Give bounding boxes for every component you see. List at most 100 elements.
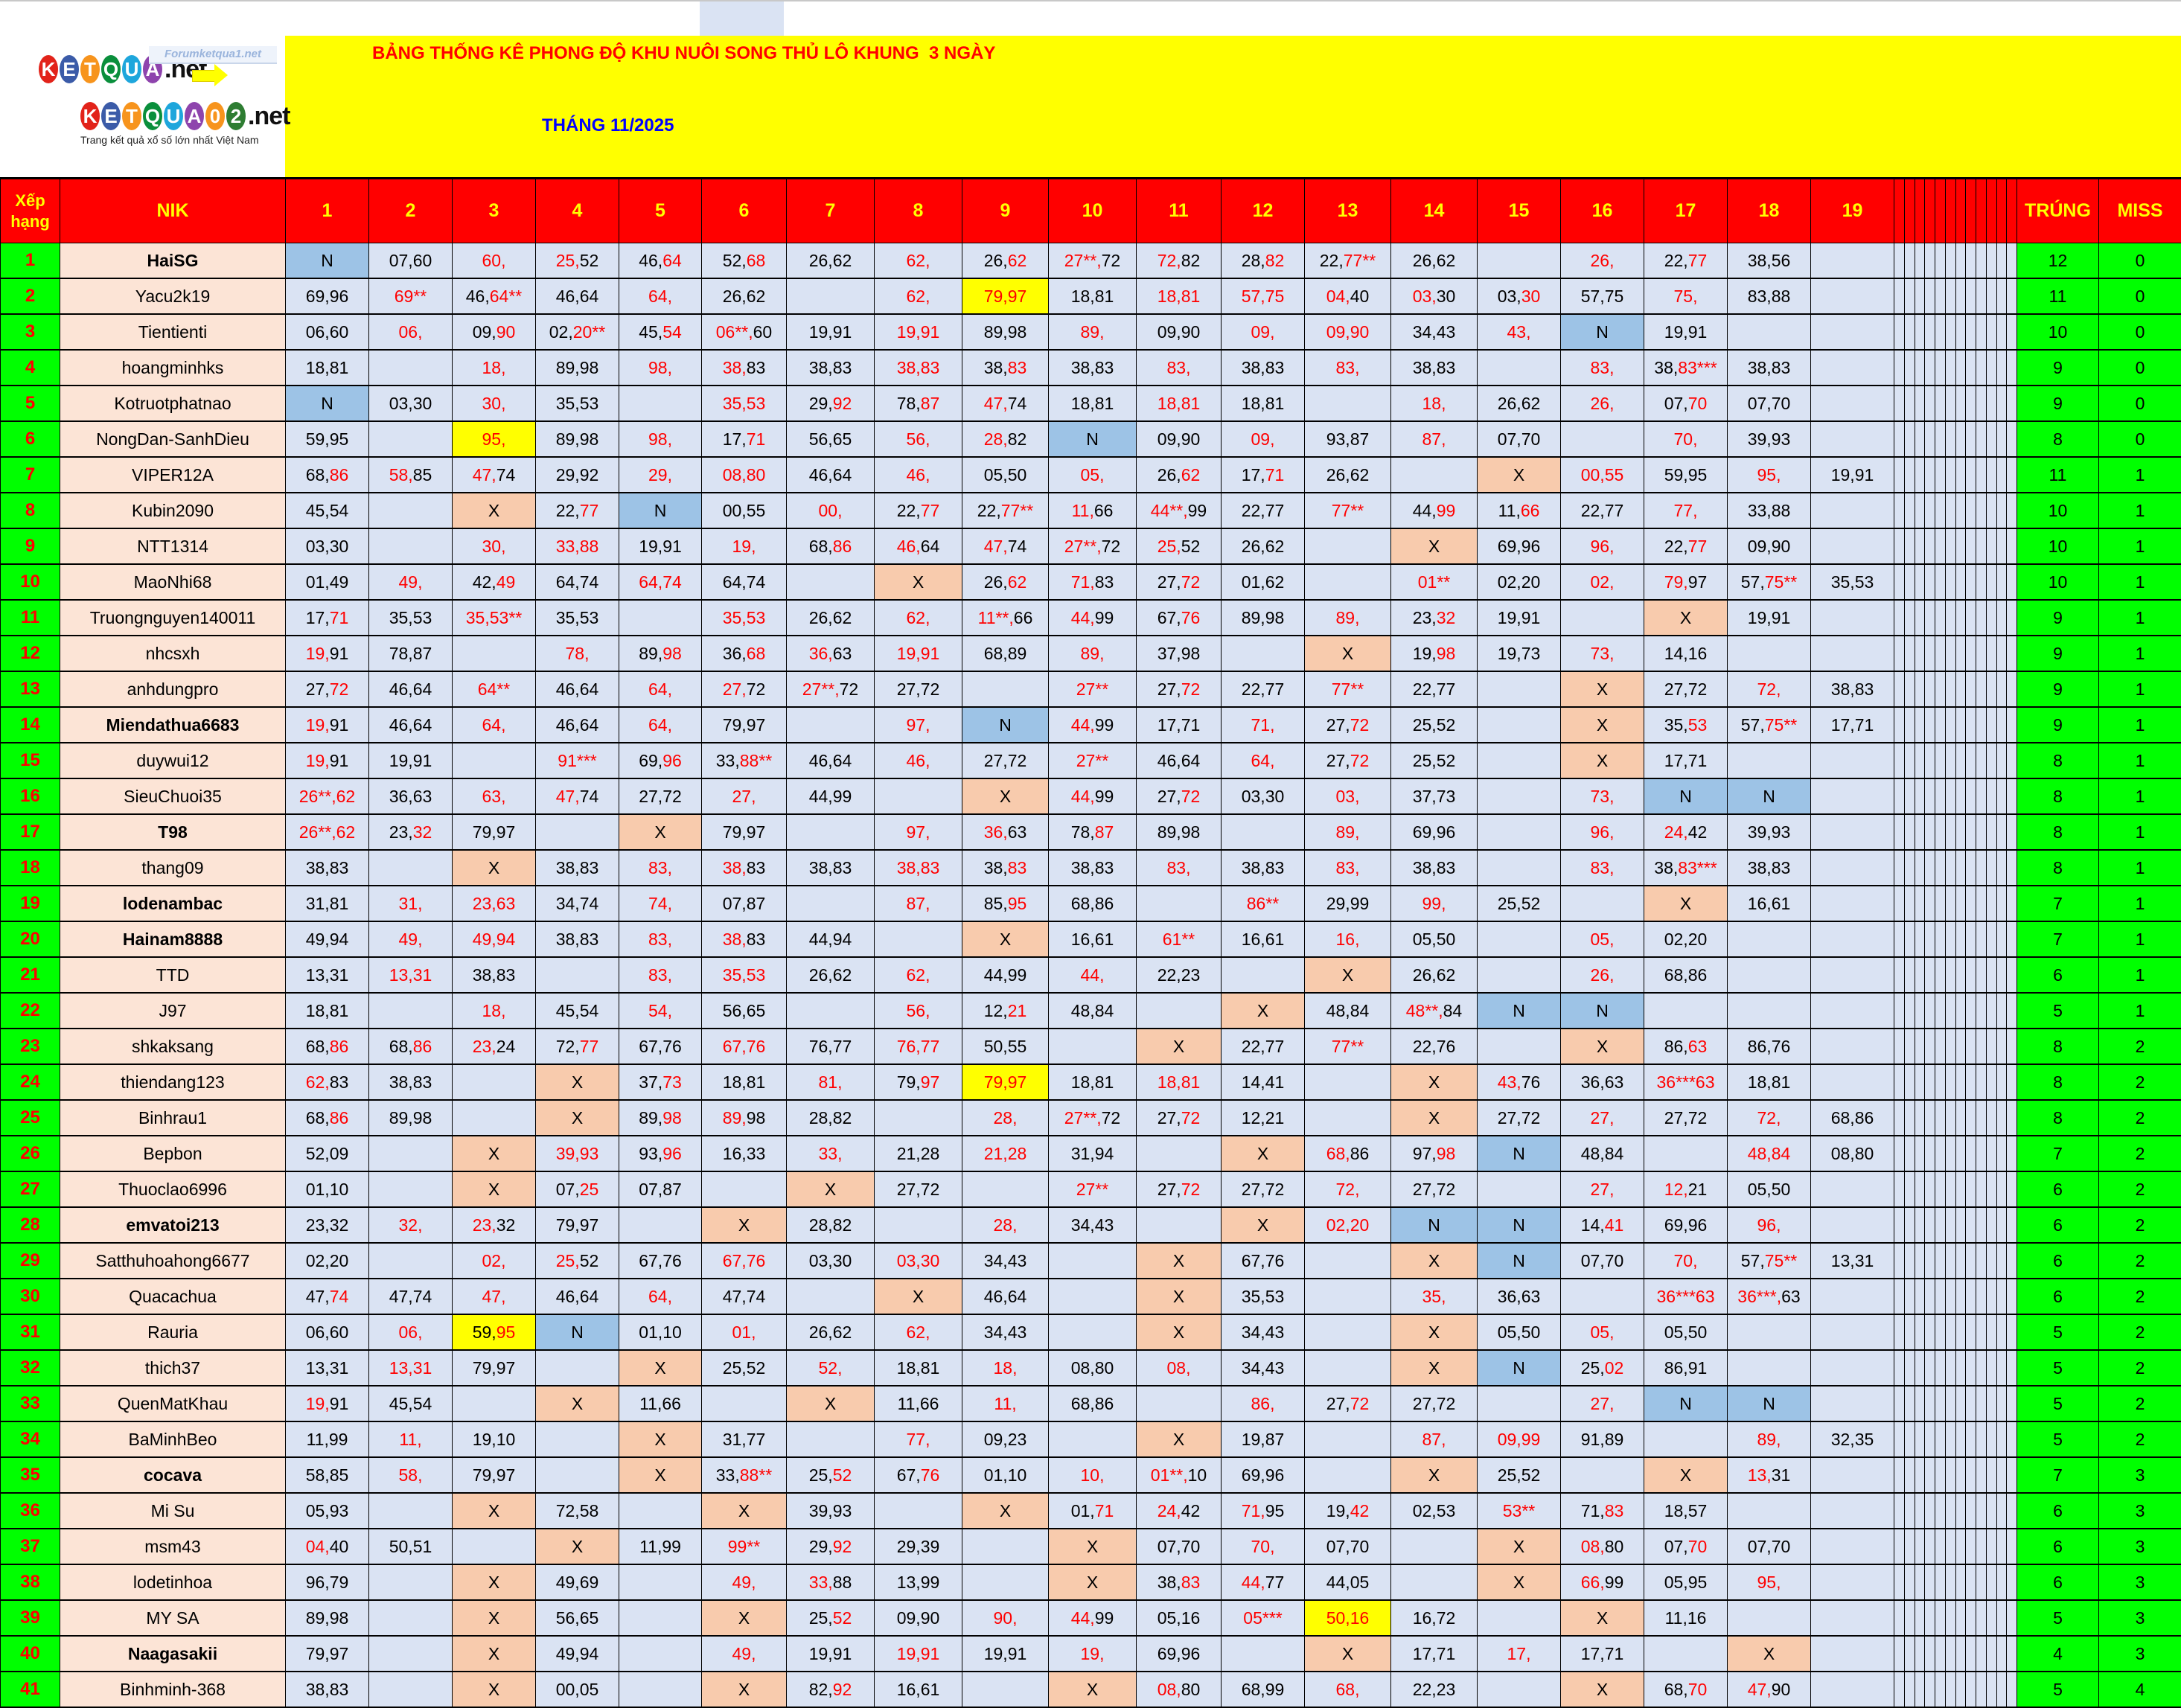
day-cell[interactable]: 68,86 bbox=[286, 457, 369, 493]
day-cell[interactable]: 98, bbox=[619, 350, 702, 386]
day-cell[interactable]: 79,97 bbox=[1644, 564, 1728, 600]
day-cell[interactable]: 38,83 bbox=[1391, 850, 1478, 886]
day-cell[interactable]: 66,99 bbox=[1561, 1564, 1644, 1600]
day-cell[interactable]: 87, bbox=[875, 886, 962, 921]
day-cell[interactable]: 64, bbox=[619, 1279, 702, 1314]
day-cell[interactable]: 44,99 bbox=[1391, 493, 1478, 528]
day-cell[interactable]: X bbox=[1478, 1564, 1561, 1600]
day-cell[interactable]: 79,97 bbox=[962, 278, 1049, 314]
day-cell[interactable]: 58, bbox=[369, 1457, 453, 1493]
day-cell[interactable]: 49, bbox=[702, 1564, 787, 1600]
day-cell[interactable]: 38,83 bbox=[702, 850, 787, 886]
day-cell[interactable]: 22,77** bbox=[1305, 243, 1391, 279]
day-cell[interactable]: X bbox=[1137, 1314, 1222, 1350]
day-cell[interactable] bbox=[787, 278, 875, 314]
nik-cell[interactable]: duywui12 bbox=[60, 743, 286, 778]
day-cell[interactable] bbox=[1222, 1636, 1305, 1672]
day-cell[interactable]: 05,50 bbox=[1478, 1314, 1561, 1350]
nik-cell[interactable]: Truongnguyen140011 bbox=[60, 600, 286, 636]
day-cell[interactable]: 26,62 bbox=[787, 243, 875, 279]
day-cell[interactable]: X bbox=[1137, 1029, 1222, 1064]
day-cell[interactable]: 77** bbox=[1305, 493, 1391, 528]
nik-cell[interactable]: NTT1314 bbox=[60, 528, 286, 564]
day-cell[interactable]: 46,64 bbox=[1137, 743, 1222, 778]
day-cell[interactable]: X bbox=[453, 1493, 536, 1529]
day-cell[interactable]: 39,93 bbox=[1728, 814, 1811, 850]
day-cell[interactable]: 44**,99 bbox=[1137, 493, 1222, 528]
day-cell[interactable]: 27** bbox=[1049, 1171, 1137, 1207]
day-cell[interactable]: 18,81 bbox=[1049, 1064, 1137, 1100]
day-cell[interactable]: 27,72 bbox=[875, 671, 962, 707]
day-cell[interactable]: 36,63 bbox=[1478, 1279, 1561, 1314]
nik-cell[interactable]: HaiSG bbox=[60, 243, 286, 279]
day-cell[interactable]: X bbox=[1391, 1243, 1478, 1279]
day-cell[interactable]: 03,30 bbox=[875, 1243, 962, 1279]
day-cell[interactable]: 64, bbox=[619, 707, 702, 743]
day-cell[interactable]: 89,98 bbox=[1222, 600, 1305, 636]
day-cell[interactable]: 45,54 bbox=[536, 993, 619, 1029]
day-cell[interactable]: 27,72 bbox=[1391, 1171, 1478, 1207]
day-cell[interactable]: 12,21 bbox=[962, 993, 1049, 1029]
day-cell[interactable]: 23,32 bbox=[369, 814, 453, 850]
day-cell[interactable]: 47,74 bbox=[962, 386, 1049, 421]
day-cell[interactable]: 19,91 bbox=[619, 528, 702, 564]
day-cell[interactable]: 38,83 bbox=[875, 350, 962, 386]
day-cell[interactable] bbox=[1478, 957, 1561, 993]
day-cell[interactable]: X bbox=[619, 814, 702, 850]
day-cell[interactable] bbox=[1305, 386, 1391, 421]
day-cell[interactable]: 38,83 bbox=[1391, 350, 1478, 386]
day-cell[interactable]: 27,72 bbox=[1305, 707, 1391, 743]
day-cell[interactable]: N bbox=[1644, 1386, 1728, 1421]
day-cell[interactable]: 79,97 bbox=[702, 814, 787, 850]
day-cell[interactable]: 07,60 bbox=[369, 243, 453, 279]
day-cell[interactable]: 49,94 bbox=[286, 921, 369, 957]
day-cell[interactable]: 38,83 bbox=[1728, 350, 1811, 386]
day-cell[interactable]: 18,81 bbox=[1137, 386, 1222, 421]
selected-column-cell[interactable] bbox=[700, 1, 784, 36]
day-cell[interactable] bbox=[875, 1100, 962, 1136]
day-cell[interactable]: N bbox=[1478, 1243, 1561, 1279]
day-cell[interactable] bbox=[1222, 957, 1305, 993]
day-cell[interactable]: 02,53 bbox=[1391, 1493, 1478, 1529]
day-cell[interactable]: 02, bbox=[1561, 564, 1644, 600]
nik-cell[interactable]: Binhrau1 bbox=[60, 1100, 286, 1136]
day-cell[interactable]: 19,91 bbox=[875, 636, 962, 671]
day-cell[interactable]: 00,55 bbox=[1561, 457, 1644, 493]
day-cell[interactable]: 08,80 bbox=[1811, 1136, 1894, 1171]
day-cell[interactable]: 26,62 bbox=[962, 243, 1049, 279]
day-cell[interactable]: 27,72 bbox=[1305, 743, 1391, 778]
nik-cell[interactable]: Quacachua bbox=[60, 1279, 286, 1314]
day-cell[interactable]: 87, bbox=[1391, 421, 1478, 457]
day-cell[interactable]: 62, bbox=[875, 243, 962, 279]
day-cell[interactable]: 05,50 bbox=[962, 457, 1049, 493]
day-cell[interactable]: 64,74 bbox=[619, 564, 702, 600]
day-cell[interactable]: 35,53 bbox=[536, 386, 619, 421]
day-cell[interactable]: X bbox=[453, 1136, 536, 1171]
day-cell[interactable]: 68,86 bbox=[1049, 1386, 1137, 1421]
nik-cell[interactable]: T98 bbox=[60, 814, 286, 850]
day-cell[interactable]: 38,83 bbox=[1811, 671, 1894, 707]
day-cell[interactable] bbox=[1811, 1171, 1894, 1207]
day-cell[interactable]: 44,05 bbox=[1305, 1564, 1391, 1600]
day-cell[interactable]: 44,99 bbox=[1049, 778, 1137, 814]
day-cell[interactable]: 05,50 bbox=[1644, 1314, 1728, 1350]
day-cell[interactable]: 99, bbox=[1391, 886, 1478, 921]
day-cell[interactable]: 71,95 bbox=[1222, 1493, 1305, 1529]
day-cell[interactable]: 07,70 bbox=[1644, 1529, 1728, 1564]
day-cell[interactable]: 36***63 bbox=[1644, 1279, 1728, 1314]
day-cell[interactable]: 19, bbox=[1049, 1636, 1137, 1672]
day-cell[interactable]: 03,30 bbox=[369, 386, 453, 421]
day-cell[interactable]: 11,99 bbox=[286, 1421, 369, 1457]
day-cell[interactable]: 54, bbox=[619, 993, 702, 1029]
day-cell[interactable]: 48,84 bbox=[1728, 1136, 1811, 1171]
day-cell[interactable]: 68,99 bbox=[1222, 1672, 1305, 1707]
day-cell[interactable]: 34,74 bbox=[536, 886, 619, 921]
day-cell[interactable]: 26,62 bbox=[787, 600, 875, 636]
day-cell[interactable] bbox=[453, 1064, 536, 1100]
day-cell[interactable]: 19,91 bbox=[1728, 600, 1811, 636]
day-cell[interactable]: 17,71 bbox=[1222, 457, 1305, 493]
day-cell[interactable]: 11,99 bbox=[619, 1529, 702, 1564]
day-cell[interactable]: 83, bbox=[1561, 850, 1644, 886]
day-cell[interactable]: 05, bbox=[1049, 457, 1137, 493]
nik-cell[interactable]: thich37 bbox=[60, 1350, 286, 1386]
